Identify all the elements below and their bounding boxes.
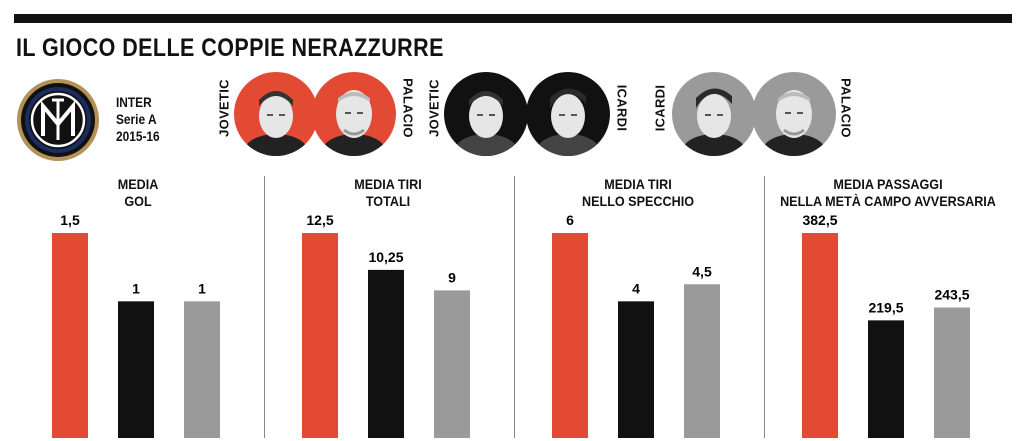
- bar-1-2: [118, 301, 154, 438]
- face-palacio: [312, 72, 396, 156]
- bar-value-label: 12,5: [306, 212, 333, 228]
- bar-1-3: [184, 301, 220, 438]
- page-title: IL GIOCO DELLE COPPIE NERAZZURRE: [16, 34, 444, 62]
- bar-4-3: [934, 307, 970, 438]
- team-name: INTER: [116, 94, 152, 110]
- bar-value-label: 4: [632, 280, 640, 296]
- bar-value-label: 382,5: [802, 212, 837, 228]
- top-rule: [14, 14, 1012, 23]
- bar-value-label: 1,5: [60, 212, 80, 228]
- bar-2-1: [302, 233, 338, 438]
- team-season: 2015-16: [116, 128, 160, 144]
- panel-divider: [264, 176, 265, 438]
- team-info: INTER Serie A 2015-16: [116, 94, 160, 145]
- inter-logo: [17, 79, 99, 161]
- bar-value-label: 6: [566, 212, 574, 228]
- bar-3-2: [618, 301, 654, 438]
- bar-4-1: [802, 233, 838, 438]
- bar-value-label: 10,25: [368, 249, 403, 265]
- bar-value-label: 1: [198, 280, 206, 296]
- bar-1-1: [52, 233, 88, 438]
- face-jovetic: [444, 72, 528, 156]
- pair-icardi-palacio: ICARDI PALACIO: [648, 72, 856, 164]
- bar-2-3: [434, 290, 470, 438]
- pair-jovetic-icardi: JOVETIC ICARDI: [422, 72, 630, 164]
- face-palacio: [752, 72, 836, 156]
- panel-divider: [514, 176, 515, 438]
- panel-title-tiri-specchio: MEDIA TIRI NELLO SPECCHIO: [581, 176, 695, 209]
- bar-2-2: [368, 269, 404, 438]
- panel-title-passaggi: MEDIA PASSAGGI NELLA METÀ CAMPO AVVERSAR…: [780, 176, 996, 209]
- panel-title-gol: MEDIA GOL: [117, 176, 159, 209]
- bar-3-3: [684, 284, 720, 438]
- team-competition: Serie A: [116, 111, 157, 127]
- bar-value-label: 9: [448, 269, 456, 285]
- bar-value-label: 4,5: [692, 263, 712, 279]
- bar-value-label: 1: [132, 280, 140, 296]
- face-icardi: [672, 72, 756, 156]
- bar-3-1: [552, 233, 588, 438]
- bar-4-2: [868, 320, 904, 438]
- bar-value-label: 243,5: [934, 286, 969, 302]
- face-jovetic: [234, 72, 318, 156]
- face-icardi: [526, 72, 610, 156]
- panel-title-tiri-totali: MEDIA TIRI TOTALI: [354, 176, 422, 209]
- bar-value-label: 219,5: [868, 299, 903, 315]
- pair-jovetic-palacio: JOVETIC PALACIO: [212, 72, 416, 164]
- panel-divider: [764, 176, 765, 438]
